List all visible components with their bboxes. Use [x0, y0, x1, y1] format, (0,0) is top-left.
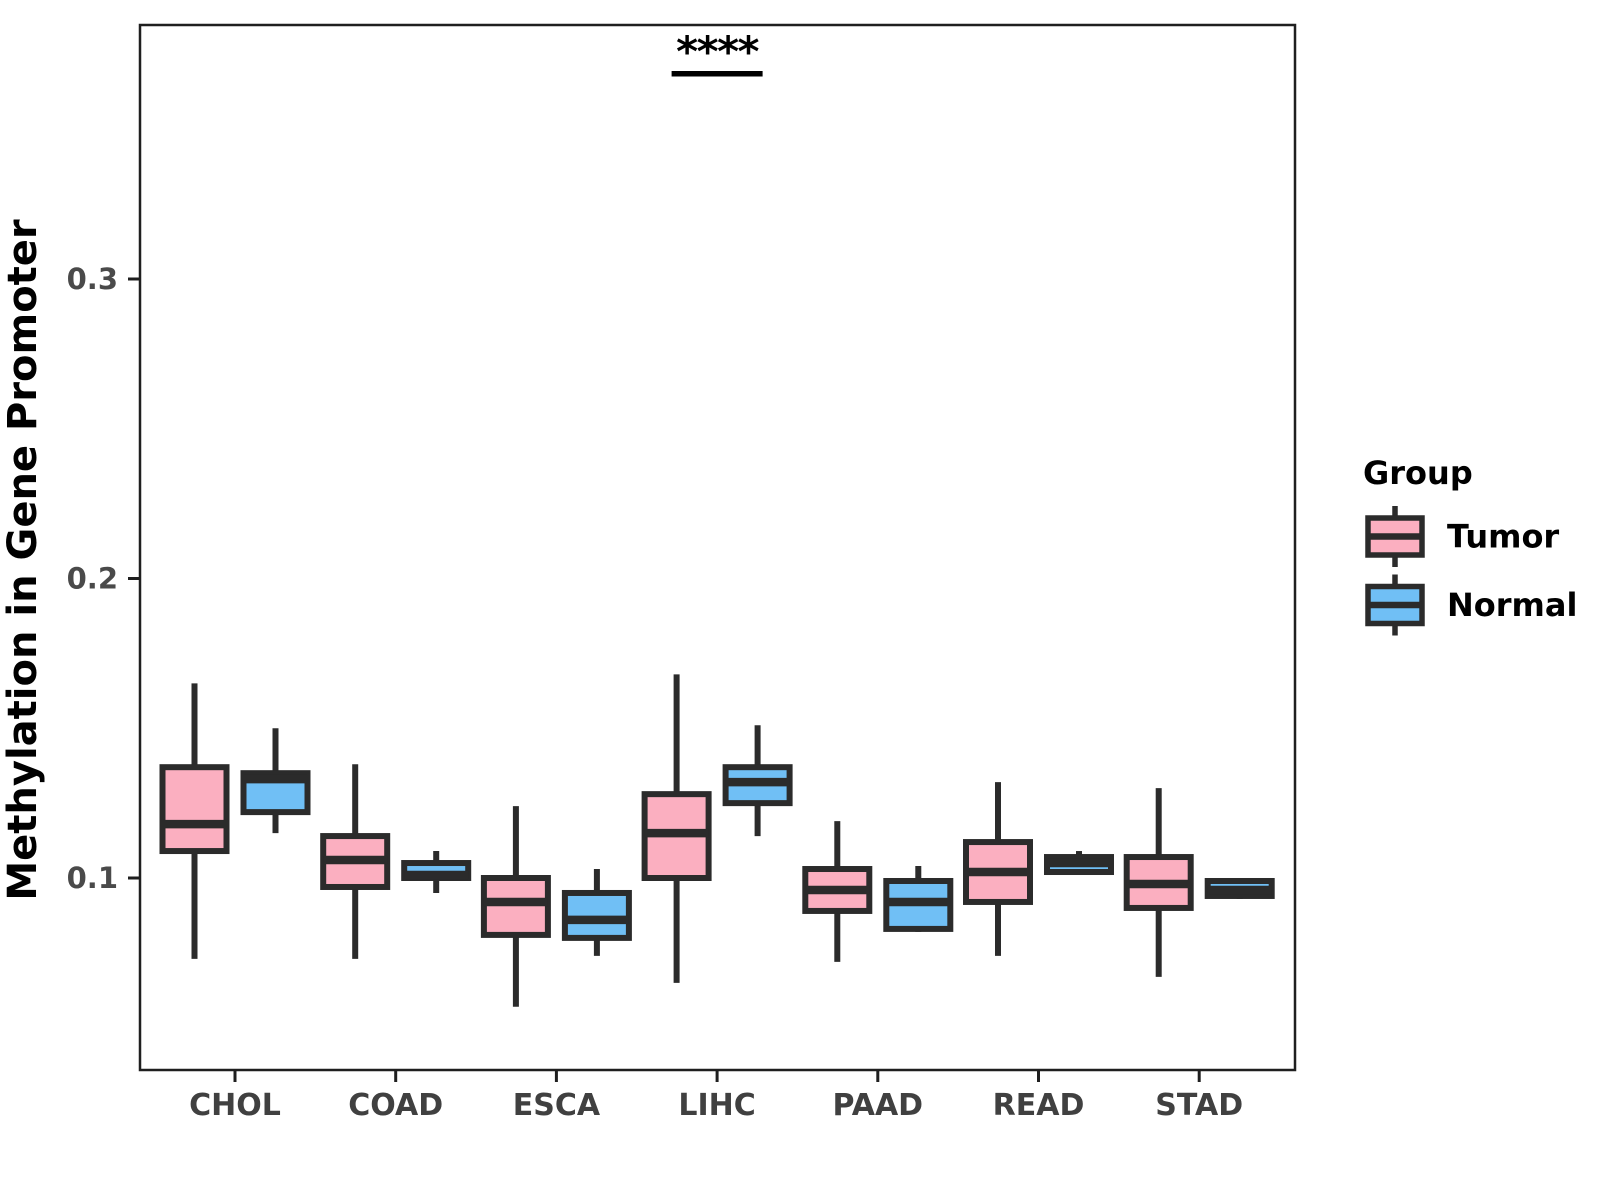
x-tick-label-lihc: LIHC — [678, 1088, 755, 1123]
box-rect — [480, 875, 551, 938]
x-tick-label-esca: ESCA — [513, 1088, 601, 1123]
boxplot-lihc-normal — [722, 725, 793, 837]
x-tick-label-coad: COAD — [348, 1088, 443, 1123]
box-rect — [159, 764, 230, 855]
boxplot-paad-normal — [883, 866, 954, 932]
legend-key-normal — [1365, 574, 1425, 636]
boxplot-stad-normal — [1204, 877, 1275, 899]
box-rect — [561, 889, 632, 941]
boxplot-chol-normal — [240, 728, 311, 834]
boxplot-read-normal — [1044, 851, 1114, 876]
legend-key-tumor — [1365, 506, 1425, 567]
legend-label-tumor: Tumor — [1447, 518, 1559, 556]
boxplot-stad-tumor — [1123, 788, 1194, 977]
y-axis-title: Methylation in Gene Promoter — [0, 219, 46, 901]
significance-bar — [671, 71, 763, 77]
legend-title: Group — [1363, 454, 1473, 492]
significance-stars: **** — [676, 27, 759, 76]
boxplot-coad-normal — [401, 851, 472, 893]
boxplot-chol-tumor — [159, 683, 230, 959]
y-tick-label: 0.3 — [67, 262, 118, 296]
boxplot-coad-tumor — [320, 764, 391, 959]
boxplot-esca-normal — [561, 869, 632, 956]
y-tick-label: 0.1 — [67, 861, 118, 895]
boxplot-esca-tumor — [480, 806, 551, 1007]
x-tick-label-paad: PAAD — [833, 1088, 924, 1123]
y-tick-label: 0.2 — [67, 562, 118, 596]
x-tick-label-read: READ — [993, 1088, 1085, 1123]
panel-border — [138, 23, 1297, 1072]
legend-label-normal: Normal — [1447, 586, 1577, 624]
x-tick-label-chol: CHOL — [189, 1088, 281, 1123]
boxplot-lihc-tumor — [641, 674, 712, 983]
boxplot-read-tumor — [963, 782, 1033, 956]
boxplot-paad-tumor — [802, 821, 873, 962]
x-tick-label-stad: STAD — [1155, 1088, 1243, 1123]
